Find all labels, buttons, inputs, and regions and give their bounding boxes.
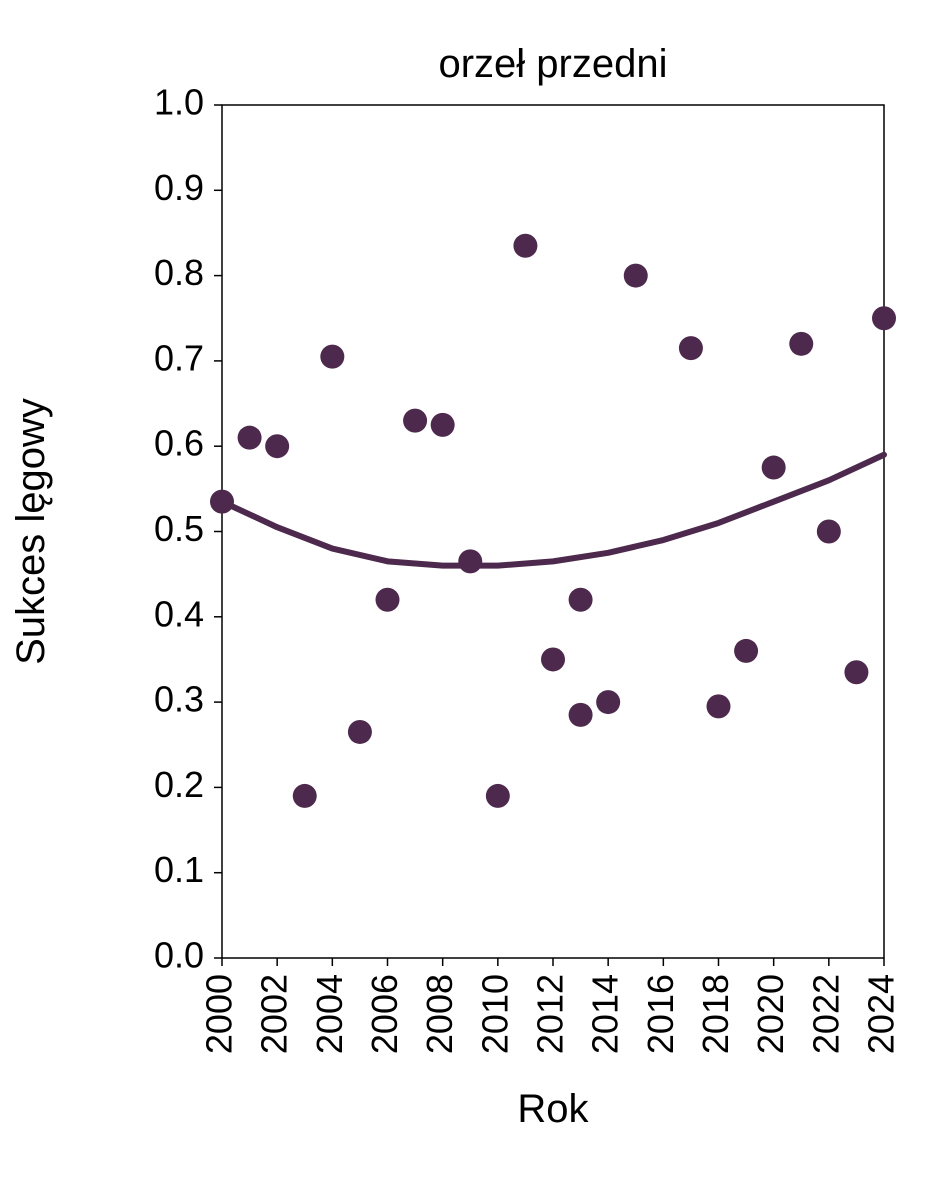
xtick-label: 2018 bbox=[695, 974, 736, 1054]
data-point bbox=[762, 456, 786, 480]
ytick-label: 0.7 bbox=[154, 337, 204, 378]
xtick-label: 2004 bbox=[309, 974, 350, 1054]
xtick-label: 2024 bbox=[861, 974, 902, 1054]
data-point bbox=[293, 784, 317, 808]
data-point bbox=[376, 588, 400, 612]
data-point bbox=[458, 549, 482, 573]
scatter-chart: 0.0 0.1 0.2 0.3 0.4 0.5 0.6 0.7 0.8 0.9 1.0 2000 200… bbox=[0, 0, 944, 1181]
data-point bbox=[872, 306, 896, 330]
data-point bbox=[844, 660, 868, 684]
ytick-label: 0.5 bbox=[154, 508, 204, 549]
x-axis-label: Rok bbox=[517, 1087, 589, 1131]
data-point bbox=[320, 345, 344, 369]
data-point bbox=[679, 336, 703, 360]
xtick-label: 2008 bbox=[419, 974, 460, 1054]
xtick-label: 2006 bbox=[364, 974, 405, 1054]
xtick-label: 2000 bbox=[199, 974, 240, 1054]
chart-container: 0.0 0.1 0.2 0.3 0.4 0.5 0.6 0.7 0.8 0.9 1.0 2000 200… bbox=[0, 0, 944, 1181]
data-point bbox=[348, 720, 372, 744]
data-point bbox=[569, 703, 593, 727]
ytick-label: 0.6 bbox=[154, 423, 204, 464]
ytick-label: 0.3 bbox=[154, 679, 204, 720]
data-point bbox=[624, 264, 648, 288]
xtick-label: 2012 bbox=[530, 974, 571, 1054]
data-point bbox=[513, 234, 537, 258]
ytick-label: 1.0 bbox=[154, 82, 204, 123]
data-point bbox=[596, 690, 620, 714]
data-point bbox=[431, 413, 455, 437]
data-point bbox=[403, 409, 427, 433]
data-point bbox=[238, 426, 262, 450]
data-point bbox=[734, 639, 758, 663]
data-point bbox=[707, 694, 731, 718]
ytick-label: 0.9 bbox=[154, 167, 204, 208]
ytick-label: 0.1 bbox=[154, 849, 204, 890]
data-point bbox=[569, 588, 593, 612]
data-point bbox=[210, 490, 234, 514]
ytick-label: 0.4 bbox=[154, 593, 204, 634]
xtick-label: 2020 bbox=[750, 974, 791, 1054]
y-axis-label: Sukces lęgowy bbox=[9, 398, 53, 665]
xtick-label: 2022 bbox=[805, 974, 846, 1054]
xtick-label: 2016 bbox=[640, 974, 681, 1054]
data-point bbox=[265, 434, 289, 458]
ytick-label: 0.0 bbox=[154, 935, 204, 976]
ytick-label: 0.8 bbox=[154, 252, 204, 293]
data-point bbox=[541, 647, 565, 671]
xtick-label: 2010 bbox=[474, 974, 515, 1054]
data-point bbox=[817, 520, 841, 544]
data-point bbox=[789, 332, 813, 356]
ytick-label: 0.2 bbox=[154, 764, 204, 805]
data-point bbox=[486, 784, 510, 808]
xtick-label: 2014 bbox=[585, 974, 626, 1054]
xtick-label: 2002 bbox=[254, 974, 295, 1054]
chart-title: orzeł przedni bbox=[438, 42, 667, 86]
